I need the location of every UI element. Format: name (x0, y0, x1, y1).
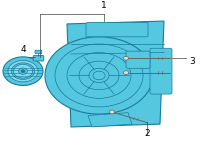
Circle shape (11, 63, 35, 80)
Polygon shape (67, 21, 164, 127)
Circle shape (8, 60, 38, 82)
Circle shape (123, 56, 129, 60)
FancyBboxPatch shape (86, 22, 148, 37)
FancyBboxPatch shape (150, 48, 172, 94)
Circle shape (3, 57, 43, 85)
Circle shape (109, 110, 115, 114)
FancyBboxPatch shape (126, 51, 150, 68)
FancyBboxPatch shape (35, 50, 42, 54)
FancyBboxPatch shape (33, 56, 44, 61)
Circle shape (19, 68, 27, 74)
Circle shape (21, 70, 25, 73)
Circle shape (123, 71, 129, 74)
Polygon shape (88, 113, 132, 127)
Text: 1: 1 (101, 1, 107, 10)
Circle shape (13, 64, 33, 78)
Circle shape (45, 37, 153, 114)
Text: 4: 4 (20, 45, 26, 54)
Text: 2: 2 (144, 129, 150, 138)
Circle shape (93, 71, 105, 80)
Text: 3: 3 (189, 57, 195, 66)
